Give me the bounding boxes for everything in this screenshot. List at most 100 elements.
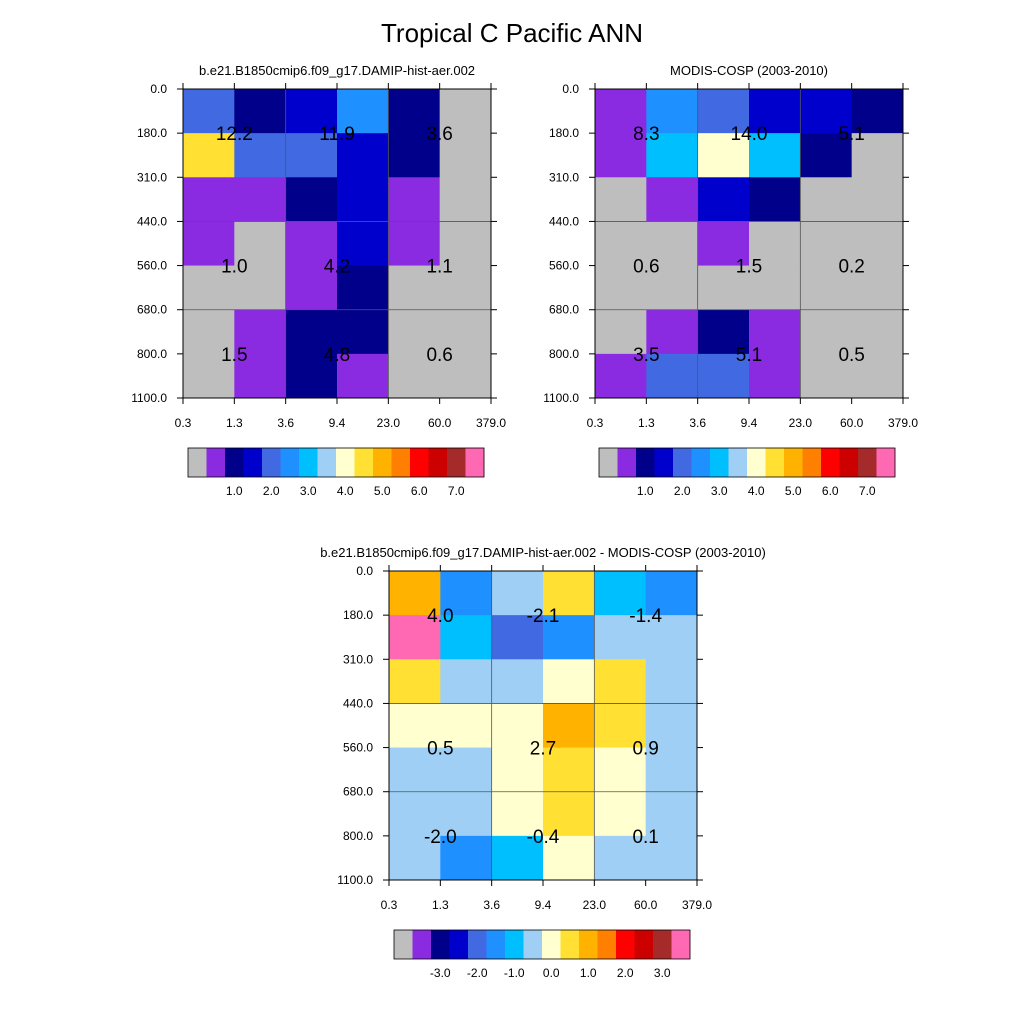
colorbar-swatch: [225, 448, 244, 477]
colorbar-swatch: [410, 448, 429, 477]
colorbar-swatch: [599, 448, 618, 477]
colorbar-swatch: [876, 448, 896, 477]
heatmap-cell: [234, 89, 287, 134]
y-tick-label: 800.0: [343, 829, 373, 843]
heatmap-cell: [439, 309, 492, 355]
heatmap-cell: [851, 89, 904, 134]
heatmap-cell: [440, 659, 493, 704]
heatmap-cell: [183, 309, 235, 355]
heatmap-cell: [337, 265, 389, 311]
colorbar-swatch: [597, 930, 617, 959]
data-label: -0.4: [527, 827, 560, 848]
heatmap-cell: [183, 133, 235, 178]
heatmap-panel-3: b.e21.B1850cmip6.f09_g17.DAMIP-hist-aer.…: [320, 545, 766, 980]
heatmap-cell: [697, 309, 750, 355]
colorbar-label: -2.0: [467, 966, 488, 980]
heatmap-cell: [183, 221, 235, 266]
x-tick-label: 9.4: [535, 898, 552, 912]
heatmap-cell: [439, 133, 492, 178]
colorbar-swatch: [523, 930, 543, 959]
heatmap-cell: [645, 791, 698, 837]
x-tick-label: 9.4: [741, 416, 758, 430]
panel-title: b.e21.B1850cmip6.f09_g17.DAMIP-hist-aer.…: [320, 545, 766, 560]
y-tick-label: 180.0: [343, 608, 373, 622]
heatmap-cell: [749, 221, 801, 266]
colorbar-swatch: [542, 930, 561, 959]
data-label: 0.1: [632, 827, 658, 848]
colorbar-swatch: [373, 448, 392, 477]
x-tick-label: 1.3: [432, 898, 449, 912]
heatmap-cell: [337, 309, 389, 355]
data-label: 5.1: [838, 124, 864, 145]
y-tick-label: 440.0: [343, 696, 373, 710]
heatmap-cell: [749, 89, 801, 134]
heatmap-cell: [491, 703, 544, 748]
y-tick-label: 560.0: [549, 259, 579, 273]
x-tick-label: 23.0: [583, 898, 607, 912]
colorbar-swatch: [299, 448, 318, 477]
y-tick-label: 800.0: [137, 347, 167, 361]
data-label: 1.5: [736, 257, 762, 278]
heatmap-cell: [646, 265, 699, 311]
heatmap-cell: [595, 221, 647, 266]
heatmap-cell: [749, 177, 801, 222]
heatmap-cell: [183, 265, 235, 311]
colorbar-label: 3.0: [300, 484, 317, 498]
heatmap-cell: [440, 703, 493, 748]
heatmap-cell: [285, 309, 338, 355]
heatmap-cell: [594, 835, 647, 881]
y-tick-label: 310.0: [343, 652, 373, 666]
y-tick-label: 310.0: [137, 170, 167, 184]
colorbar-swatch: [465, 448, 485, 477]
heatmap-cell: [697, 177, 750, 222]
y-tick-label: 0.0: [356, 564, 373, 578]
heatmap-cell: [389, 659, 441, 704]
data-label: 3.6: [426, 124, 452, 145]
data-label: 1.0: [221, 257, 247, 278]
x-tick-label: 23.0: [377, 416, 401, 430]
colorbar-label: 7.0: [859, 484, 876, 498]
colorbar-swatch: [317, 448, 337, 477]
y-tick-label: 1100.0: [131, 391, 167, 405]
heatmap-cell: [645, 615, 698, 660]
heatmap-cell: [543, 571, 595, 616]
heatmap-cell: [234, 177, 287, 222]
heatmap-cell: [800, 353, 853, 399]
data-label: 14.0: [731, 124, 768, 145]
heatmap-cell: [646, 353, 699, 399]
x-tick-label: 0.3: [381, 898, 398, 912]
heatmap-cell: [595, 353, 647, 399]
heatmap-cell: [595, 265, 647, 311]
heatmap-cell: [234, 221, 287, 266]
x-tick-label: 9.4: [329, 416, 346, 430]
heatmap-cell: [595, 133, 647, 178]
colorbar-swatch: [710, 448, 729, 477]
colorbar-frame: [598, 447, 896, 478]
heatmap-cell: [749, 309, 801, 355]
heatmap-cell: [646, 221, 699, 266]
heatmap-cell: [595, 309, 647, 355]
colorbar-label: 6.0: [822, 484, 839, 498]
colorbar-swatch: [765, 448, 785, 477]
y-tick-label: 560.0: [137, 259, 167, 273]
heatmap-cell: [234, 353, 287, 399]
y-tick-label: 310.0: [549, 170, 579, 184]
data-label: -1.4: [629, 606, 662, 627]
data-label: 0.6: [426, 345, 452, 366]
heatmap-cell: [851, 133, 904, 178]
colorbar-swatch: [560, 930, 580, 959]
colorbar-swatch: [243, 448, 263, 477]
colorbar-swatch: [468, 930, 487, 959]
data-label: 1.1: [426, 257, 452, 278]
heatmap-cell: [183, 177, 235, 222]
heatmap-cell: [697, 353, 750, 399]
data-label: 0.9: [632, 739, 658, 760]
heatmap-cell: [851, 265, 904, 311]
colorbar-label: 2.0: [263, 484, 280, 498]
heatmap-cell: [800, 309, 853, 355]
x-tick-label: 3.6: [483, 898, 500, 912]
heatmap-cell: [491, 835, 544, 881]
heatmap-cell: [491, 659, 544, 704]
heatmap-panel-2: MODIS-COSP (2003-2010) 0.3 1.3 3.6 9.4 23.0 60…: [543, 63, 918, 498]
x-tick-label: 23.0: [789, 416, 813, 430]
